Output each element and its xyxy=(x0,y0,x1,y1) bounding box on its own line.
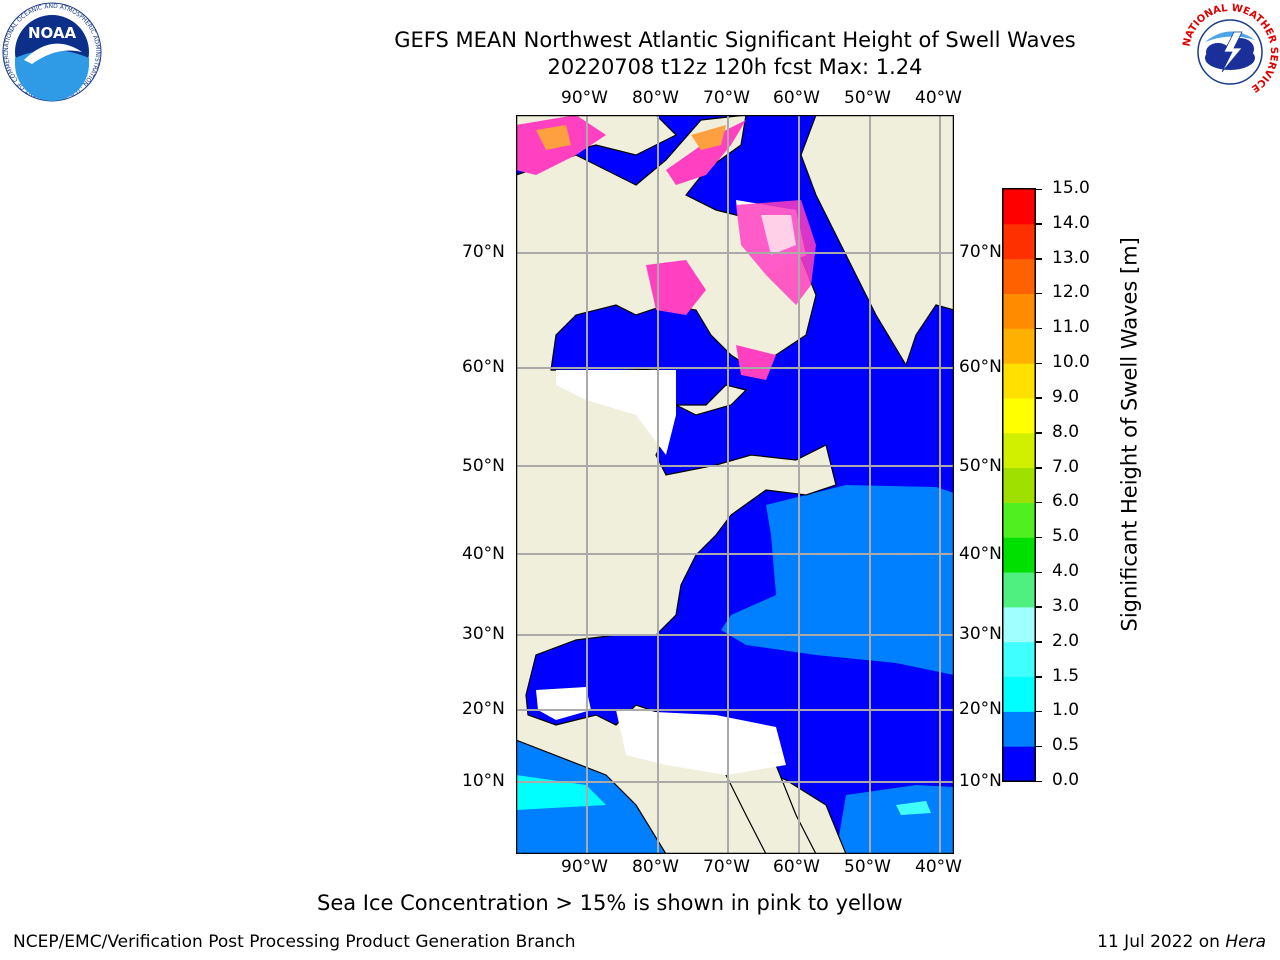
colorbar-tick-mark xyxy=(1036,711,1042,713)
lon-label-bottom: 90°W xyxy=(561,857,608,877)
colorbar-tick-label: 8.0 xyxy=(1052,422,1079,442)
colorbar-tick-label: 0.0 xyxy=(1052,770,1079,790)
colorbar-swatch xyxy=(1003,363,1035,398)
colorbar-tick-mark xyxy=(1036,293,1042,295)
colorbar-tick-mark xyxy=(1036,781,1042,783)
colorbar-tick-label: 11.0 xyxy=(1052,317,1090,337)
lon-label-top: 70°W xyxy=(703,88,750,108)
colorbar-tick-label: 7.0 xyxy=(1052,457,1079,477)
footer-credit: NCEP/EMC/Verification Post Processing Pr… xyxy=(13,932,576,952)
footer-host: Hera xyxy=(1225,932,1266,952)
lat-label-right: 60°N xyxy=(959,357,1002,377)
colorbar-tick-label: 12.0 xyxy=(1052,282,1090,302)
colorbar-tick-mark xyxy=(1036,258,1042,260)
lat-label-right: 40°N xyxy=(959,544,1002,564)
lon-label-bottom: 60°W xyxy=(773,857,820,877)
lat-label-left: 60°N xyxy=(462,357,505,377)
lon-label-top: 60°W xyxy=(773,88,820,108)
colorbar-swatch xyxy=(1003,259,1035,294)
colorbar-swatch xyxy=(1003,607,1035,642)
colorbar-tick-mark xyxy=(1036,537,1042,539)
lon-label-bottom: 40°W xyxy=(915,857,962,877)
colorbar-label: Significant Height of Swell Waves [m] xyxy=(1117,332,1144,632)
colorbar-tick-label: 9.0 xyxy=(1052,387,1079,407)
colorbar-tick-label: 1.5 xyxy=(1052,666,1079,686)
lon-label-bottom: 80°W xyxy=(632,857,679,877)
lon-label-bottom: 70°W xyxy=(703,857,750,877)
colorbar-swatch xyxy=(1003,746,1035,781)
colorbar-tick-mark xyxy=(1036,641,1042,643)
map-title: GEFS MEAN Northwest Atlantic Significant… xyxy=(250,27,1220,53)
colorbar-tick-label: 6.0 xyxy=(1052,491,1079,511)
colorbar xyxy=(1002,188,1036,782)
colorbar-tick-label: 3.0 xyxy=(1052,596,1079,616)
colorbar-tick-label: 1.0 xyxy=(1052,700,1079,720)
colorbar-tick-label: 14.0 xyxy=(1052,213,1090,233)
lat-label-left: 50°N xyxy=(462,456,505,476)
colorbar-tick-mark xyxy=(1036,467,1042,469)
colorbar-tick-mark xyxy=(1036,189,1042,191)
footer-date: 11 Jul 2022 on Hera xyxy=(1097,932,1266,952)
colorbar-swatch xyxy=(1003,572,1035,607)
colorbar-swatch xyxy=(1003,502,1035,537)
colorbar-swatch xyxy=(1003,677,1035,712)
lat-label-left: 20°N xyxy=(462,699,505,719)
colorbar-swatch xyxy=(1003,642,1035,677)
swell-zone-south xyxy=(836,785,954,854)
lat-label-right: 50°N xyxy=(959,456,1002,476)
noaa-logo: NATIONAL OCEANIC AND ATMOSPHERIC ADMINIS… xyxy=(2,2,102,102)
lat-label-left: 40°N xyxy=(462,544,505,564)
lon-label-top: 90°W xyxy=(561,88,608,108)
colorbar-tick-label: 5.0 xyxy=(1052,526,1079,546)
colorbar-tick-label: 10.0 xyxy=(1052,352,1090,372)
lat-label-right: 20°N xyxy=(959,699,1002,719)
noaa-logo-text: NOAA xyxy=(28,24,77,42)
sea-ice-note: Sea Ice Concentration > 15% is shown in … xyxy=(317,891,903,915)
map-subtitle: 20220708 t12z 120h fcst Max: 1.24 xyxy=(250,54,1220,80)
lon-label-top: 40°W xyxy=(915,88,962,108)
colorbar-swatch xyxy=(1003,468,1035,503)
colorbar-swatch xyxy=(1003,537,1035,572)
colorbar-tick-mark xyxy=(1036,432,1042,434)
colorbar-tick-label: 2.0 xyxy=(1052,631,1079,651)
colorbar-tick-mark xyxy=(1036,676,1042,678)
colorbar-swatch xyxy=(1003,224,1035,259)
colorbar-tick-mark xyxy=(1036,397,1042,399)
colorbar-tick-label: 15.0 xyxy=(1052,178,1090,198)
colorbar-tick-label: 13.0 xyxy=(1052,248,1090,268)
colorbar-swatch xyxy=(1003,293,1035,328)
lat-label-left: 30°N xyxy=(462,624,505,644)
nws-logo: NATIONAL WEATHER SERVICE xyxy=(1180,2,1280,102)
colorbar-tick-mark xyxy=(1036,223,1042,225)
colorbar-tick-mark xyxy=(1036,328,1042,330)
colorbar-tick-mark xyxy=(1036,746,1042,748)
colorbar-tick-mark xyxy=(1036,502,1042,504)
lat-label-left: 10°N xyxy=(462,771,505,791)
colorbar-swatch xyxy=(1003,398,1035,433)
lat-label-right: 30°N xyxy=(959,624,1002,644)
lon-label-top: 50°W xyxy=(844,88,891,108)
colorbar-tick-label: 0.5 xyxy=(1052,735,1079,755)
colorbar-swatch xyxy=(1003,189,1035,224)
colorbar-tick-mark xyxy=(1036,363,1042,365)
colorbar-swatch xyxy=(1003,433,1035,468)
lat-label-right: 70°N xyxy=(959,242,1002,262)
lat-label-left: 70°N xyxy=(462,242,505,262)
lat-label-right: 10°N xyxy=(959,771,1002,791)
lon-label-bottom: 50°W xyxy=(844,857,891,877)
lon-label-top: 80°W xyxy=(632,88,679,108)
colorbar-swatch xyxy=(1003,328,1035,363)
map-panel xyxy=(516,115,954,854)
colorbar-tick-label: 4.0 xyxy=(1052,561,1079,581)
colorbar-tick-mark xyxy=(1036,606,1042,608)
colorbar-swatch xyxy=(1003,711,1035,746)
colorbar-tick-mark xyxy=(1036,572,1042,574)
